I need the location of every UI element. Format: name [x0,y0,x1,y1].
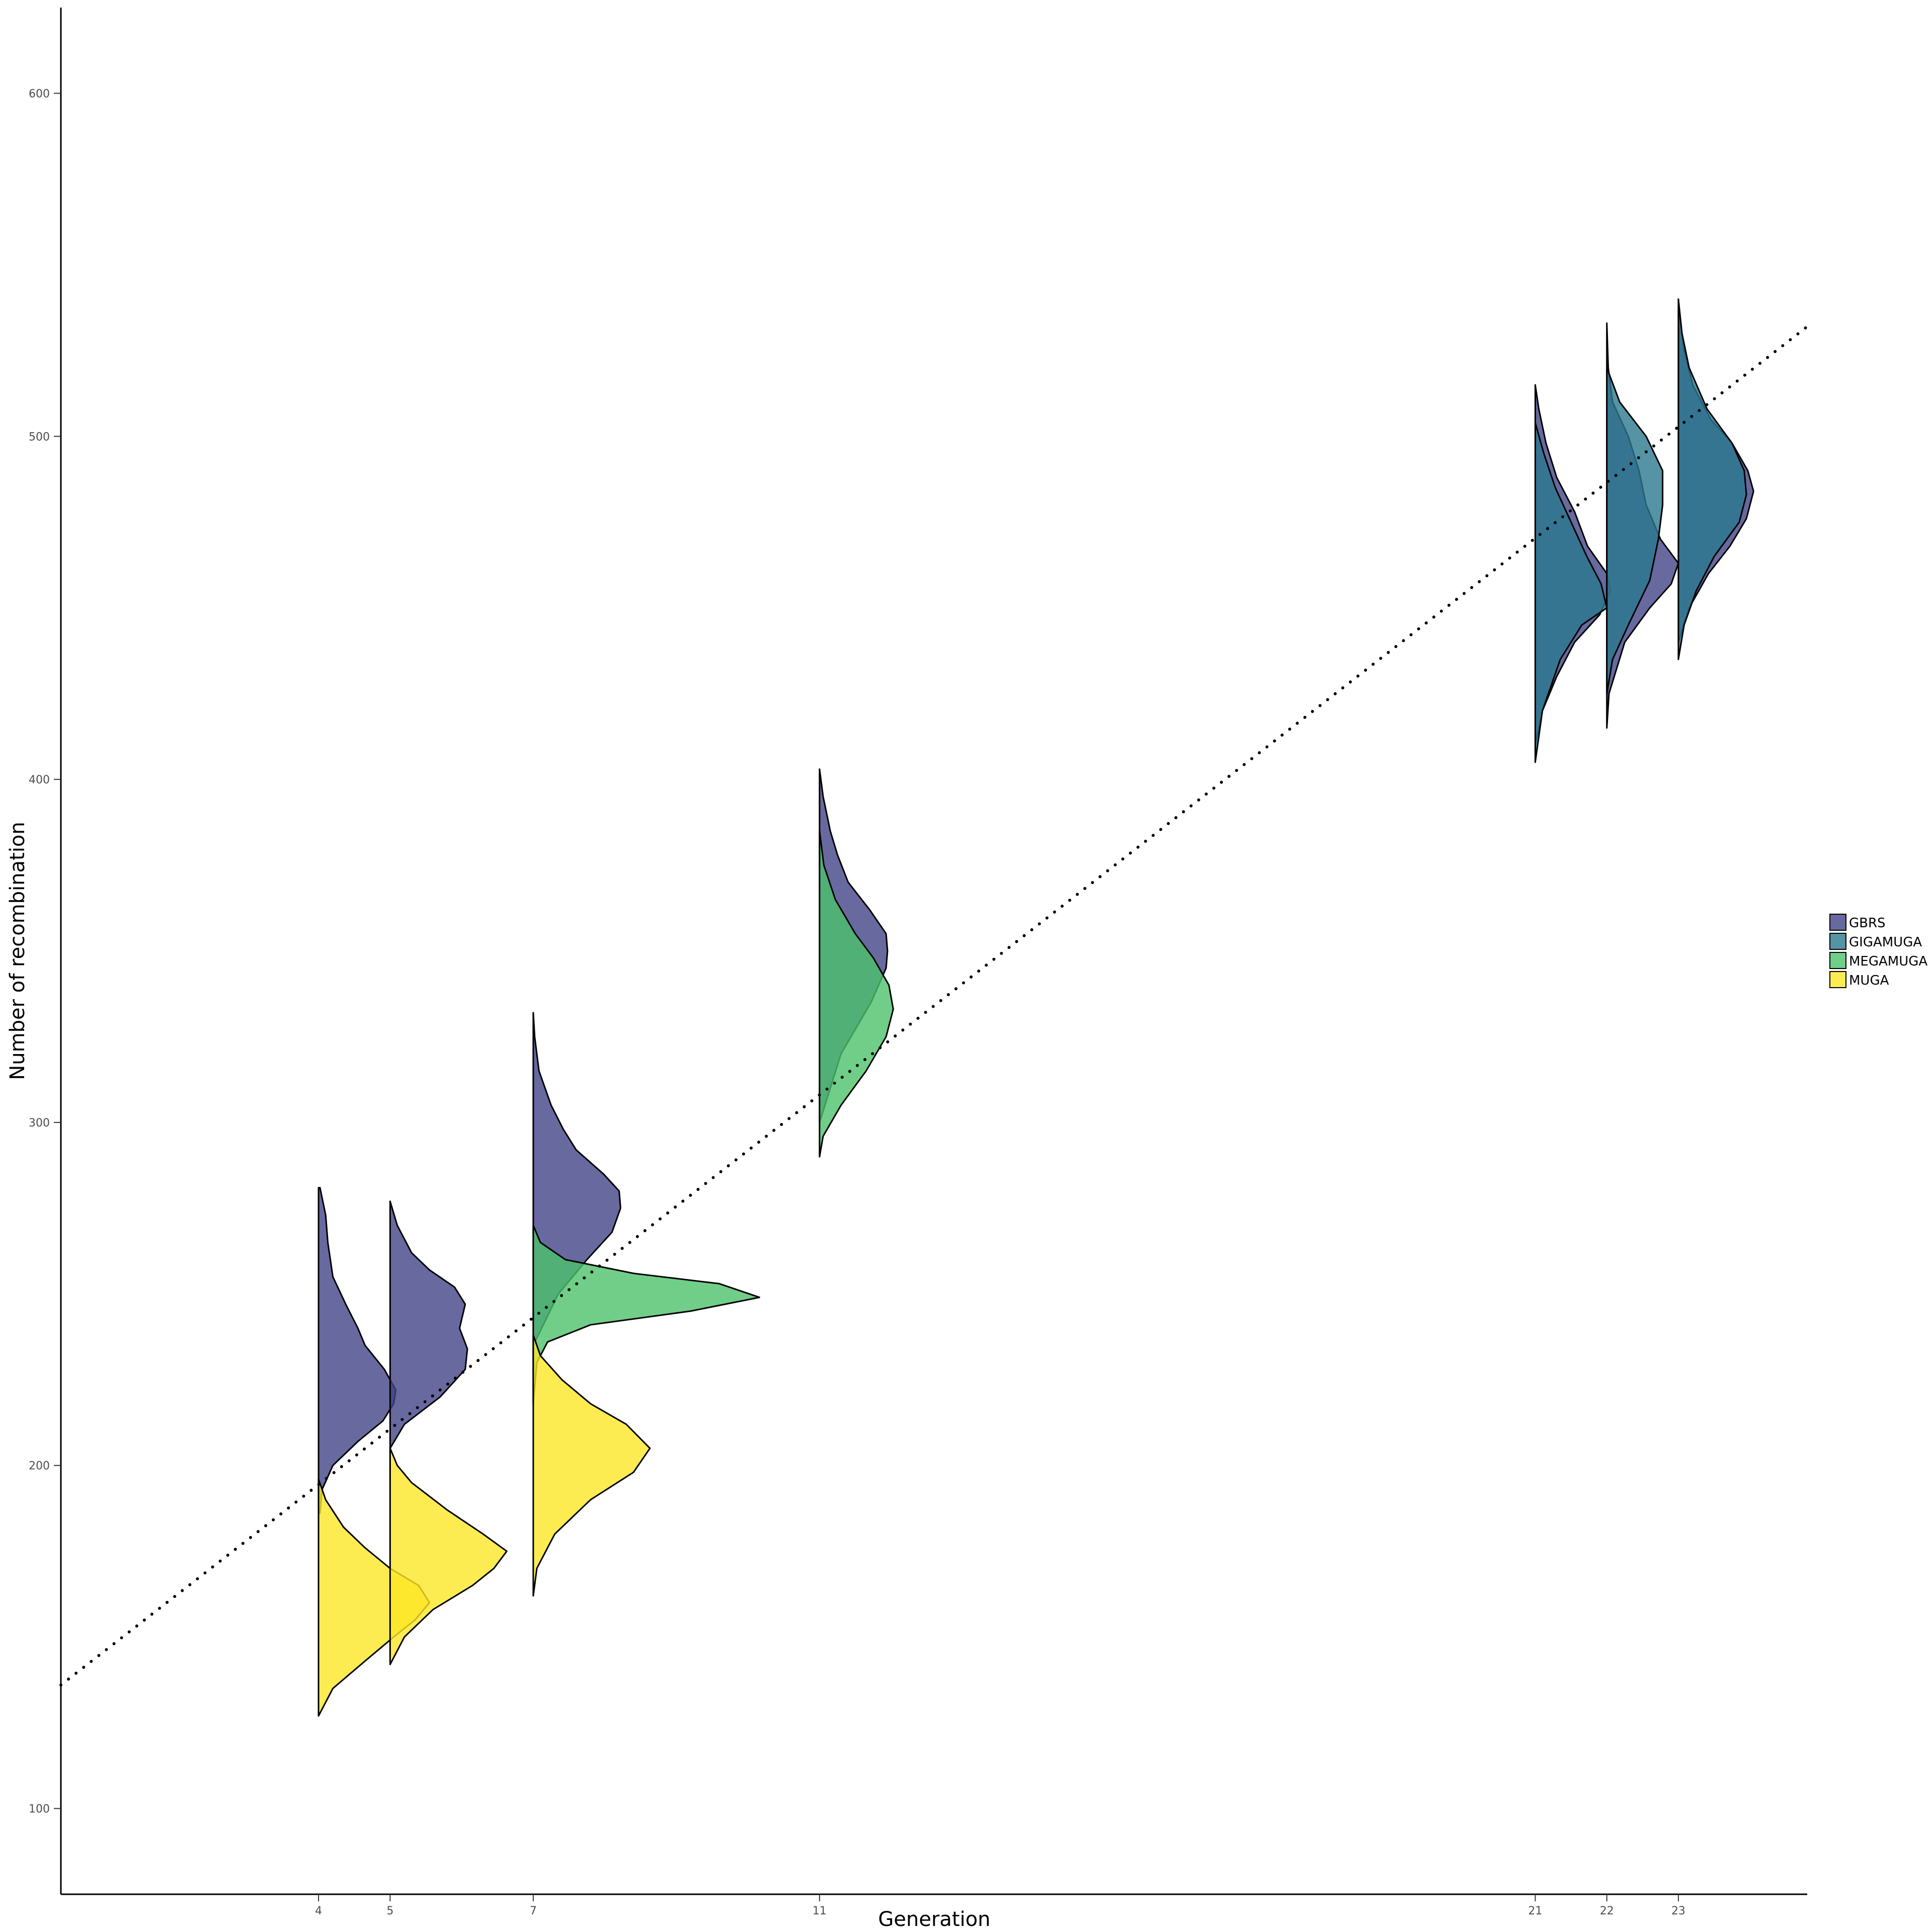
violin-gigamuga-gen-23 [1677,298,1747,660]
x-tick-label: 7 [530,1905,537,1917]
y-tick-label: 500 [29,431,50,443]
y-axis-title: Number of recombination [6,822,29,1080]
legend-label-muga: MUGA [1849,973,1889,988]
y-tick-label: 100 [29,1803,50,1816]
x-axis-title: Generation [878,1908,990,1931]
violin-gigamuga-gen-22 [1606,367,1664,695]
x-tick-label: 23 [1671,1905,1685,1917]
legend-label-gigamuga: GIGAMUGA [1849,935,1922,950]
y-tick-label: 300 [29,1117,50,1130]
x-ticks: 4 5 7 11 21 22 23 [315,1894,1685,1917]
legend: GBRS GIGAMUGA MEGAMUGA MUGA [1829,914,1927,988]
x-tick-label: 22 [1600,1905,1614,1917]
y-ticks: 100 200 300 400 500 600 [29,88,61,1816]
violin-muga-gen-7 [532,1334,651,1597]
x-tick-label: 4 [315,1905,322,1917]
legend-swatch-gbrs [1829,914,1846,931]
legend-label-gbrs: GBRS [1849,916,1886,931]
x-tick-label: 21 [1528,1905,1542,1917]
y-tick-label: 400 [29,774,50,786]
legend-swatch-muga [1829,971,1846,988]
violin-gigamuga-gen-21 [1534,422,1608,763]
violin-layer [317,298,1754,1717]
violin-gbrs-gen-4 [317,1186,397,1514]
y-tick-label: 200 [29,1460,50,1473]
trend-line [59,325,1809,1687]
legend-swatch-gigamuga [1829,933,1846,950]
violin-gbrs-gen-5 [389,1200,468,1480]
violin-muga-gen-5 [389,1447,508,1665]
legend-swatch-megamuga [1829,952,1846,969]
x-tick-label: 5 [386,1905,393,1917]
violin-megamuga-gen-11 [819,830,894,1158]
x-tick-label: 11 [813,1905,827,1917]
axes [60,8,1807,1895]
legend-label-megamuga: MEGAMUGA [1849,954,1927,969]
y-tick-label: 600 [29,88,50,100]
trend-line-layer [59,325,1809,1687]
